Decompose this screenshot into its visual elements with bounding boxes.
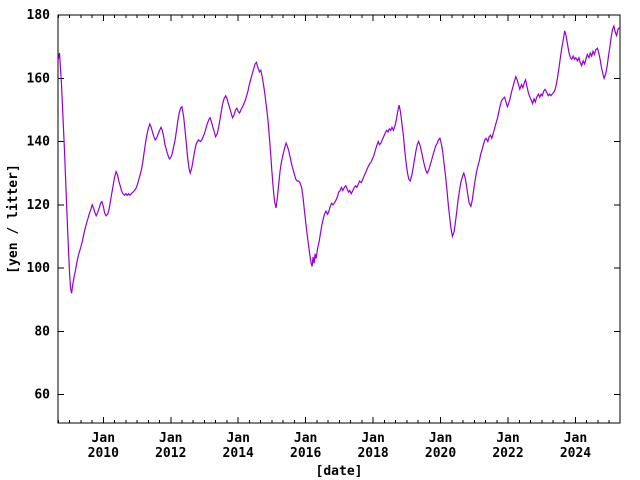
chart-axes: 6080100120140160180Jan2010Jan2012Jan2014… [27, 8, 621, 461]
x-tick-label-month: Jan [92, 431, 115, 446]
y-tick-label: 140 [27, 135, 51, 150]
x-tick-label-month: Jan [429, 431, 452, 446]
x-tick-label-year: 2022 [492, 446, 523, 461]
y-tick-label: 60 [34, 388, 50, 403]
x-tick-label-year: 2012 [155, 446, 186, 461]
y-tick-label: 100 [27, 261, 51, 276]
y-tick-label: 180 [27, 8, 51, 23]
x-tick-label-year: 2020 [425, 446, 456, 461]
y-axis-title: [yen / litter] [6, 164, 21, 274]
x-tick-label-month: Jan [361, 431, 384, 446]
x-tick-label-year: 2010 [88, 446, 119, 461]
x-tick-label-year: 2014 [223, 446, 254, 461]
x-tick-label-year: 2016 [290, 446, 321, 461]
x-tick-label-month: Jan [159, 431, 182, 446]
price-line [57, 24, 620, 294]
plot-border [57, 14, 621, 424]
x-axis-title: [date] [316, 464, 363, 479]
x-tick-label-month: Jan [294, 431, 317, 446]
x-tick-label-year: 2018 [357, 446, 388, 461]
y-tick-label: 160 [27, 71, 51, 86]
x-tick-label-year: 2024 [560, 446, 591, 461]
x-tick-label-month: Jan [564, 431, 587, 446]
x-tick-label-month: Jan [226, 431, 249, 446]
y-tick-label: 80 [34, 324, 50, 339]
x-tick-label-month: Jan [496, 431, 519, 446]
y-tick-label: 120 [27, 198, 51, 213]
